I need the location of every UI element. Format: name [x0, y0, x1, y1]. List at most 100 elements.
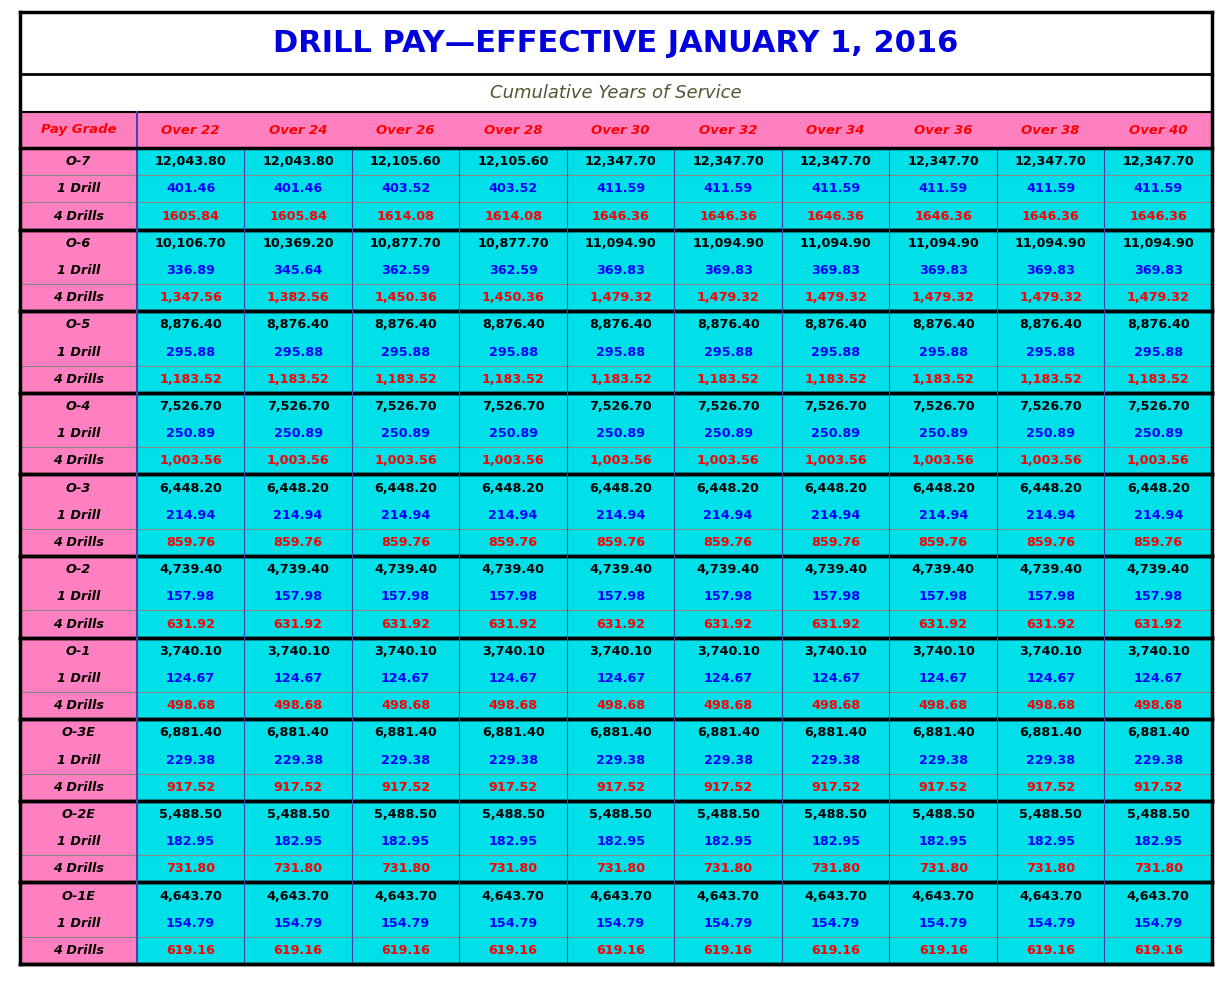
Text: 1,003.56: 1,003.56	[482, 455, 545, 468]
Bar	[137, 502, 1212, 529]
Text: 4,739.40: 4,739.40	[589, 563, 652, 577]
Text: 619.16: 619.16	[381, 943, 430, 957]
Text: 859.76: 859.76	[1133, 536, 1183, 549]
Text: 619.16: 619.16	[166, 943, 216, 957]
Text: 859.76: 859.76	[919, 536, 967, 549]
Text: 369.83: 369.83	[1133, 264, 1183, 277]
Text: 4,643.70: 4,643.70	[589, 889, 652, 902]
Text: 498.68: 498.68	[1133, 700, 1183, 712]
Text: 1,183.52: 1,183.52	[804, 373, 867, 386]
Text: 229.38: 229.38	[381, 754, 430, 766]
Text: 1,003.56: 1,003.56	[1019, 455, 1082, 468]
Text: 154.79: 154.79	[274, 916, 323, 929]
Bar	[20, 746, 137, 773]
Bar	[20, 855, 137, 882]
Text: 157.98: 157.98	[703, 591, 753, 604]
Text: 5,488.50: 5,488.50	[1127, 807, 1190, 821]
Bar	[137, 584, 1212, 611]
Text: 1 Drill: 1 Drill	[57, 916, 100, 929]
Text: 8,876.40: 8,876.40	[589, 319, 652, 332]
Text: 7,526.70: 7,526.70	[697, 400, 759, 413]
Bar	[137, 611, 1212, 638]
Bar	[20, 719, 137, 746]
Text: 214.94: 214.94	[1133, 509, 1183, 522]
Text: 214.94: 214.94	[703, 509, 753, 522]
Text: 4,739.40: 4,739.40	[696, 563, 760, 577]
Text: Over 22: Over 22	[161, 124, 219, 136]
Text: 154.79: 154.79	[381, 916, 430, 929]
Text: 124.67: 124.67	[166, 672, 216, 684]
Text: 4,643.70: 4,643.70	[375, 889, 437, 902]
Text: 3,740.10: 3,740.10	[1127, 645, 1190, 657]
Text: 250.89: 250.89	[166, 427, 216, 440]
Text: 1,450.36: 1,450.36	[482, 291, 545, 304]
Text: 1,347.56: 1,347.56	[159, 291, 222, 304]
Text: 8,876.40: 8,876.40	[697, 319, 760, 332]
Text: 1646.36: 1646.36	[807, 210, 865, 223]
Text: 1 Drill: 1 Drill	[57, 835, 100, 848]
Text: 7,526.70: 7,526.70	[912, 400, 975, 413]
Text: 157.98: 157.98	[274, 591, 323, 604]
Text: 154.79: 154.79	[489, 916, 537, 929]
Text: 1,479.32: 1,479.32	[1127, 291, 1190, 304]
Text: 369.83: 369.83	[919, 264, 967, 277]
Text: 229.38: 229.38	[919, 754, 968, 766]
Text: 11,094.90: 11,094.90	[1122, 237, 1194, 250]
Text: 4 Drills: 4 Drills	[53, 700, 103, 712]
Text: 411.59: 411.59	[1133, 182, 1183, 196]
Bar	[20, 909, 137, 936]
Text: 3,740.10: 3,740.10	[804, 645, 867, 657]
Text: 619.16: 619.16	[919, 943, 967, 957]
Bar	[20, 203, 137, 230]
Bar	[20, 148, 137, 175]
Text: 12,347.70: 12,347.70	[585, 155, 657, 168]
Text: 401.46: 401.46	[274, 182, 323, 196]
Text: O-2: O-2	[65, 563, 91, 577]
Text: 731.80: 731.80	[1133, 862, 1183, 875]
Text: Pay Grade: Pay Grade	[41, 124, 116, 136]
Text: 4 Drills: 4 Drills	[53, 862, 103, 875]
Text: 5,488.50: 5,488.50	[266, 807, 329, 821]
Bar	[20, 366, 137, 393]
Text: 1614.08: 1614.08	[484, 210, 542, 223]
Text: 7,526.70: 7,526.70	[1019, 400, 1082, 413]
Text: 498.68: 498.68	[381, 700, 430, 712]
Text: 1,183.52: 1,183.52	[159, 373, 222, 386]
Text: 214.94: 214.94	[811, 509, 860, 522]
Text: 4,643.70: 4,643.70	[697, 889, 760, 902]
Bar	[20, 448, 137, 475]
Text: 124.67: 124.67	[381, 672, 430, 684]
Bar	[20, 311, 137, 339]
Text: 731.80: 731.80	[596, 862, 646, 875]
Text: 6,448.20: 6,448.20	[375, 482, 437, 495]
Text: 1,003.56: 1,003.56	[589, 455, 652, 468]
Text: 3,740.10: 3,740.10	[159, 645, 222, 657]
Text: 182.95: 182.95	[919, 835, 968, 848]
Text: 182.95: 182.95	[703, 835, 753, 848]
Text: 4 Drills: 4 Drills	[53, 291, 103, 304]
Text: 11,094.90: 11,094.90	[800, 237, 871, 250]
Text: 182.95: 182.95	[166, 835, 216, 848]
Text: 498.68: 498.68	[596, 700, 646, 712]
Text: 12,347.70: 12,347.70	[692, 155, 764, 168]
Text: 12,043.80: 12,043.80	[155, 155, 227, 168]
Text: 1,183.52: 1,183.52	[697, 373, 760, 386]
Text: 1 Drill: 1 Drill	[57, 182, 100, 196]
Text: 859.76: 859.76	[166, 536, 216, 549]
Text: 631.92: 631.92	[166, 618, 216, 630]
Text: 4 Drills: 4 Drills	[53, 536, 103, 549]
Bar	[137, 828, 1212, 855]
Text: 250.89: 250.89	[489, 427, 537, 440]
Text: O-6: O-6	[65, 237, 91, 250]
Text: 214.94: 214.94	[596, 509, 646, 522]
Bar	[20, 828, 137, 855]
Text: 859.76: 859.76	[1026, 536, 1076, 549]
Text: 295.88: 295.88	[1133, 346, 1183, 359]
Text: 619.16: 619.16	[1026, 943, 1076, 957]
Text: 5,488.50: 5,488.50	[375, 807, 437, 821]
Text: 4,739.40: 4,739.40	[159, 563, 222, 577]
Text: 498.68: 498.68	[1026, 700, 1076, 712]
Text: 3,740.10: 3,740.10	[912, 645, 975, 657]
Bar	[137, 393, 1212, 420]
Text: 5,488.50: 5,488.50	[482, 807, 545, 821]
